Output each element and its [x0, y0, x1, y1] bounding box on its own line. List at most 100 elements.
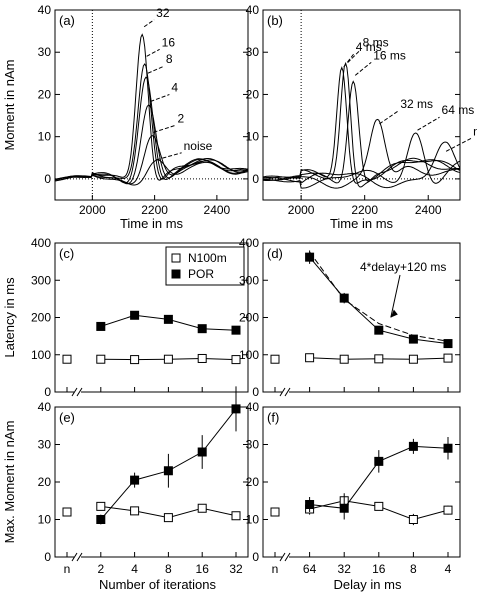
panel-d-POR-marker	[443, 339, 453, 349]
panel-b-curve-label: 8 ms	[363, 36, 389, 50]
panel-d-ytick-label: 0	[252, 385, 259, 399]
panel-d-N100m-marker	[305, 353, 315, 363]
panel-d-ytick-label: 200	[239, 311, 259, 325]
panel-e-xtick-label: 16	[196, 562, 210, 576]
panel-e-label: (e)	[59, 410, 75, 425]
panel-f-ytick-label: 10	[246, 513, 260, 527]
panel-b-xtick-label: 2000	[288, 203, 315, 217]
panel-c-ytick-label: 0	[44, 385, 51, 399]
panel-f-N100m-marker	[408, 515, 418, 524]
panel-c-ytick-label: 200	[31, 311, 51, 325]
panel-c-N100m-marker	[130, 355, 140, 365]
panel-f-N100m-marker	[270, 507, 280, 517]
panel-b-trace-4	[263, 132, 461, 189]
panel-b-ytick-label: 40	[246, 3, 260, 17]
legend-marker	[171, 253, 181, 263]
panel-b-trace-5	[262, 141, 461, 189]
panel-f-POR-marker	[443, 443, 453, 453]
panel-b-curve-label: 64 ms	[442, 103, 475, 117]
panel-a-ytick-label: 30	[38, 45, 52, 59]
panel-c-POR-marker	[130, 310, 140, 320]
panel-c-label: (c)	[59, 246, 74, 261]
panel-f-ytick-label: 0	[252, 550, 259, 564]
panel-d-label: (d)	[267, 246, 283, 261]
panel-f-POR-marker	[305, 500, 315, 509]
panel-f-ytick-label: 40	[246, 400, 260, 414]
panel-e-POR-marker	[130, 475, 140, 485]
panel-e-POR-marker	[197, 447, 207, 457]
panel-a-ytick-label: 20	[38, 87, 52, 101]
panel-d-annotation-arrowhead	[390, 309, 398, 318]
panel-c-N100m-marker	[197, 353, 207, 363]
panel-e-ytick-label: 0	[44, 550, 51, 564]
panel-c-N100m-marker	[96, 354, 106, 364]
panel-d-axis-break	[279, 387, 291, 397]
panel-e-axis-break-gap	[74, 554, 81, 560]
panel-d-N100m-marker	[339, 354, 349, 364]
panel-e-ytick-label: 40	[38, 400, 52, 414]
panel-b-curve-leader	[347, 49, 361, 64]
panel-b-curve-leader	[417, 116, 440, 131]
panel-b-ytick-label: 20	[246, 87, 260, 101]
panel-e-POR-marker	[96, 515, 106, 524]
panel-e-xtick-label: 32	[229, 562, 243, 576]
panel-b-xtick-label: 2400	[415, 203, 442, 217]
panel-f-POR-marker	[339, 503, 349, 513]
panel-a-curve-leader	[146, 48, 160, 57]
panel-e-ytick-label: 20	[38, 475, 52, 489]
panel-b-trace-1	[263, 61, 461, 188]
panel-f-xtick-label: 4	[445, 562, 452, 576]
panel-f-xtick-label: 64	[303, 562, 317, 576]
panel-a-curve-leader	[143, 19, 155, 28]
panel-f-xtick-label: 16	[372, 562, 386, 576]
panel-f-xtick-label: 8	[410, 562, 417, 576]
legend-entry: POR	[188, 267, 214, 281]
panel-b-ytick-label: 0	[252, 172, 259, 186]
panel-b-label: (b)	[267, 13, 283, 28]
panel-e-ytick-label: 10	[38, 513, 52, 527]
panel-c-POR-marker	[197, 324, 207, 334]
panel-a-xtick-label: 2200	[141, 203, 168, 217]
panel-e-axis-break	[71, 552, 83, 562]
panel-b-curve-leader	[445, 137, 472, 152]
panel-e-N100m-marker	[163, 513, 173, 523]
panel-f-ytick-label: 30	[246, 438, 260, 452]
panel-b-curve-label: 32 ms	[400, 97, 433, 111]
panel-b-ytick-label: 30	[246, 45, 260, 59]
legend-marker	[171, 269, 181, 279]
panel-c-N100m-marker	[231, 355, 241, 365]
panel-f-POR-marker	[408, 441, 418, 451]
panel-d-N100m-marker	[408, 354, 418, 364]
panel-b-xtick-label: 2200	[351, 203, 378, 217]
panel-d-N100m-marker	[374, 354, 384, 364]
panel-f-label: (f)	[267, 410, 279, 425]
panel-b-curve-label: 16 ms	[373, 48, 406, 62]
panel-a-curve-leader	[153, 124, 176, 133]
panel-f-N100m-marker	[374, 501, 384, 511]
panel-a-curve-label: 32	[156, 6, 170, 20]
panel-f-xtick-label: 32	[338, 562, 352, 576]
panel-f-POR-marker	[374, 456, 384, 466]
panel-e-POR-marker	[163, 466, 173, 476]
panel-b-curve-label: noise	[473, 124, 477, 138]
panel-a-frame	[54, 9, 249, 201]
panel-d-POR-marker	[374, 325, 384, 335]
panel-d-N100m-marker	[443, 353, 453, 363]
panel-d-annotation-arrow	[390, 274, 401, 318]
panel-f-axis-break-gap	[282, 554, 289, 560]
panel-b-curve-leader	[379, 110, 399, 125]
panel-e-ytick-label: 30	[38, 438, 52, 452]
panel-c-axis-break	[71, 387, 83, 397]
panel-a-xtick-label: 2000	[79, 203, 106, 217]
panel-c-ytick-label: 400	[31, 236, 51, 250]
panel-a-trace-5	[54, 159, 249, 186]
panel-c-N100m-marker	[163, 354, 173, 364]
panel-f-ytick-label: 20	[246, 475, 260, 489]
panel-a-curve-leader	[147, 65, 165, 74]
panel-e-N100m-marker	[231, 511, 241, 521]
legend-box	[165, 246, 245, 286]
panel-d-ytick-label: 300	[239, 273, 259, 287]
panel-a-curve-leader	[156, 152, 182, 161]
panel-a-curve-label: 2	[178, 111, 185, 125]
panel-a-label: (a)	[59, 13, 75, 28]
